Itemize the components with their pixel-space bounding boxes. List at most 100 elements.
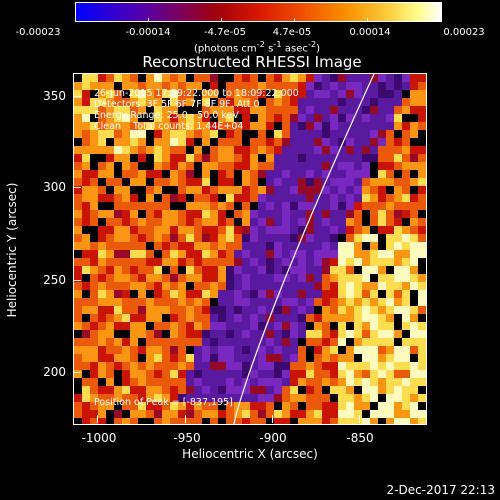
image-pixel xyxy=(346,402,354,410)
image-pixel xyxy=(250,338,258,346)
image-pixel xyxy=(146,394,154,402)
image-pixel xyxy=(378,338,386,346)
image-pixel xyxy=(362,106,370,114)
image-pixel xyxy=(114,394,122,402)
image-pixel xyxy=(402,346,410,354)
image-pixel xyxy=(402,354,410,362)
image-pixel xyxy=(306,354,314,362)
image-pixel xyxy=(202,418,210,424)
image-pixel xyxy=(226,410,234,418)
image-pixel xyxy=(306,410,314,418)
image-pixel xyxy=(106,106,114,114)
image-pixel xyxy=(170,226,178,234)
image-pixel xyxy=(258,234,266,242)
image-pixel xyxy=(242,162,250,170)
image-pixel xyxy=(330,418,338,424)
image-pixel xyxy=(306,370,314,378)
image-pixel xyxy=(98,106,106,114)
image-pixel xyxy=(194,266,202,274)
image-pixel xyxy=(258,378,266,386)
image-pixel xyxy=(106,114,114,122)
image-pixel xyxy=(194,146,202,154)
image-pixel xyxy=(218,194,226,202)
image-pixel xyxy=(346,354,354,362)
image-pixel xyxy=(194,194,202,202)
image-pixel xyxy=(242,178,250,186)
image-pixel xyxy=(154,218,162,226)
image-pixel xyxy=(162,74,170,82)
image-pixel xyxy=(242,250,250,258)
image-pixel xyxy=(138,138,146,146)
image-pixel xyxy=(354,370,362,378)
image-pixel xyxy=(298,402,306,410)
image-pixel xyxy=(346,162,354,170)
image-pixel xyxy=(418,354,426,362)
image-pixel xyxy=(266,330,274,338)
image-pixel xyxy=(354,282,362,290)
image-pixel xyxy=(290,154,298,162)
image-pixel xyxy=(338,98,346,106)
image-pixel xyxy=(130,178,138,186)
image-pixel xyxy=(202,298,210,306)
image-pixel xyxy=(290,234,298,242)
image-pixel xyxy=(362,250,370,258)
image-pixel xyxy=(370,186,378,194)
image-pixel xyxy=(210,282,218,290)
image-pixel xyxy=(202,314,210,322)
colorbar xyxy=(75,2,442,22)
image-pixel xyxy=(210,418,218,424)
image-pixel xyxy=(418,274,426,282)
image-pixel xyxy=(218,218,226,226)
image-pixel xyxy=(250,170,258,178)
image-pixel xyxy=(178,82,186,90)
image-pixel xyxy=(202,194,210,202)
image-pixel xyxy=(74,250,82,258)
image-pixel xyxy=(210,274,218,282)
image-pixel xyxy=(378,138,386,146)
image-pixel xyxy=(338,130,346,138)
image-pixel xyxy=(74,362,82,370)
image-pixel xyxy=(106,90,114,98)
image-pixel xyxy=(330,378,338,386)
image-pixel xyxy=(266,170,274,178)
image-pixel xyxy=(362,354,370,362)
image-pixel xyxy=(194,346,202,354)
image-pixel xyxy=(130,258,138,266)
image-pixel xyxy=(250,386,258,394)
image-pixel xyxy=(178,282,186,290)
x-tick-label: -1000 xyxy=(81,431,117,445)
image-pixel xyxy=(314,82,322,90)
image-pixel xyxy=(338,194,346,202)
image-pixel xyxy=(402,410,410,418)
image-pixel xyxy=(74,370,82,378)
image-pixel xyxy=(282,122,290,130)
image-pixel xyxy=(394,130,402,138)
image-pixel xyxy=(338,410,346,418)
image-pixel xyxy=(226,370,234,378)
image-pixel xyxy=(362,282,370,290)
image-pixel xyxy=(90,258,98,266)
image-pixel xyxy=(226,346,234,354)
y-tick-label: 200 xyxy=(43,365,66,379)
image-pixel xyxy=(386,186,394,194)
image-pixel xyxy=(146,210,154,218)
image-pixel xyxy=(394,98,402,106)
image-pixel xyxy=(402,242,410,250)
image-pixel xyxy=(322,322,330,330)
image-pixel xyxy=(162,146,170,154)
image-pixel xyxy=(234,330,242,338)
image-pixel xyxy=(346,386,354,394)
image-pixel xyxy=(346,370,354,378)
image-pixel xyxy=(234,386,242,394)
image-pixel xyxy=(274,346,282,354)
image-pixel xyxy=(122,194,130,202)
image-pixel xyxy=(354,138,362,146)
image-pixel xyxy=(266,250,274,258)
image-pixel xyxy=(306,362,314,370)
image-pixel xyxy=(138,210,146,218)
image-pixel xyxy=(314,218,322,226)
image-pixel xyxy=(170,234,178,242)
image-pixel xyxy=(362,154,370,162)
image-pixel xyxy=(410,170,418,178)
image-pixel xyxy=(186,138,194,146)
